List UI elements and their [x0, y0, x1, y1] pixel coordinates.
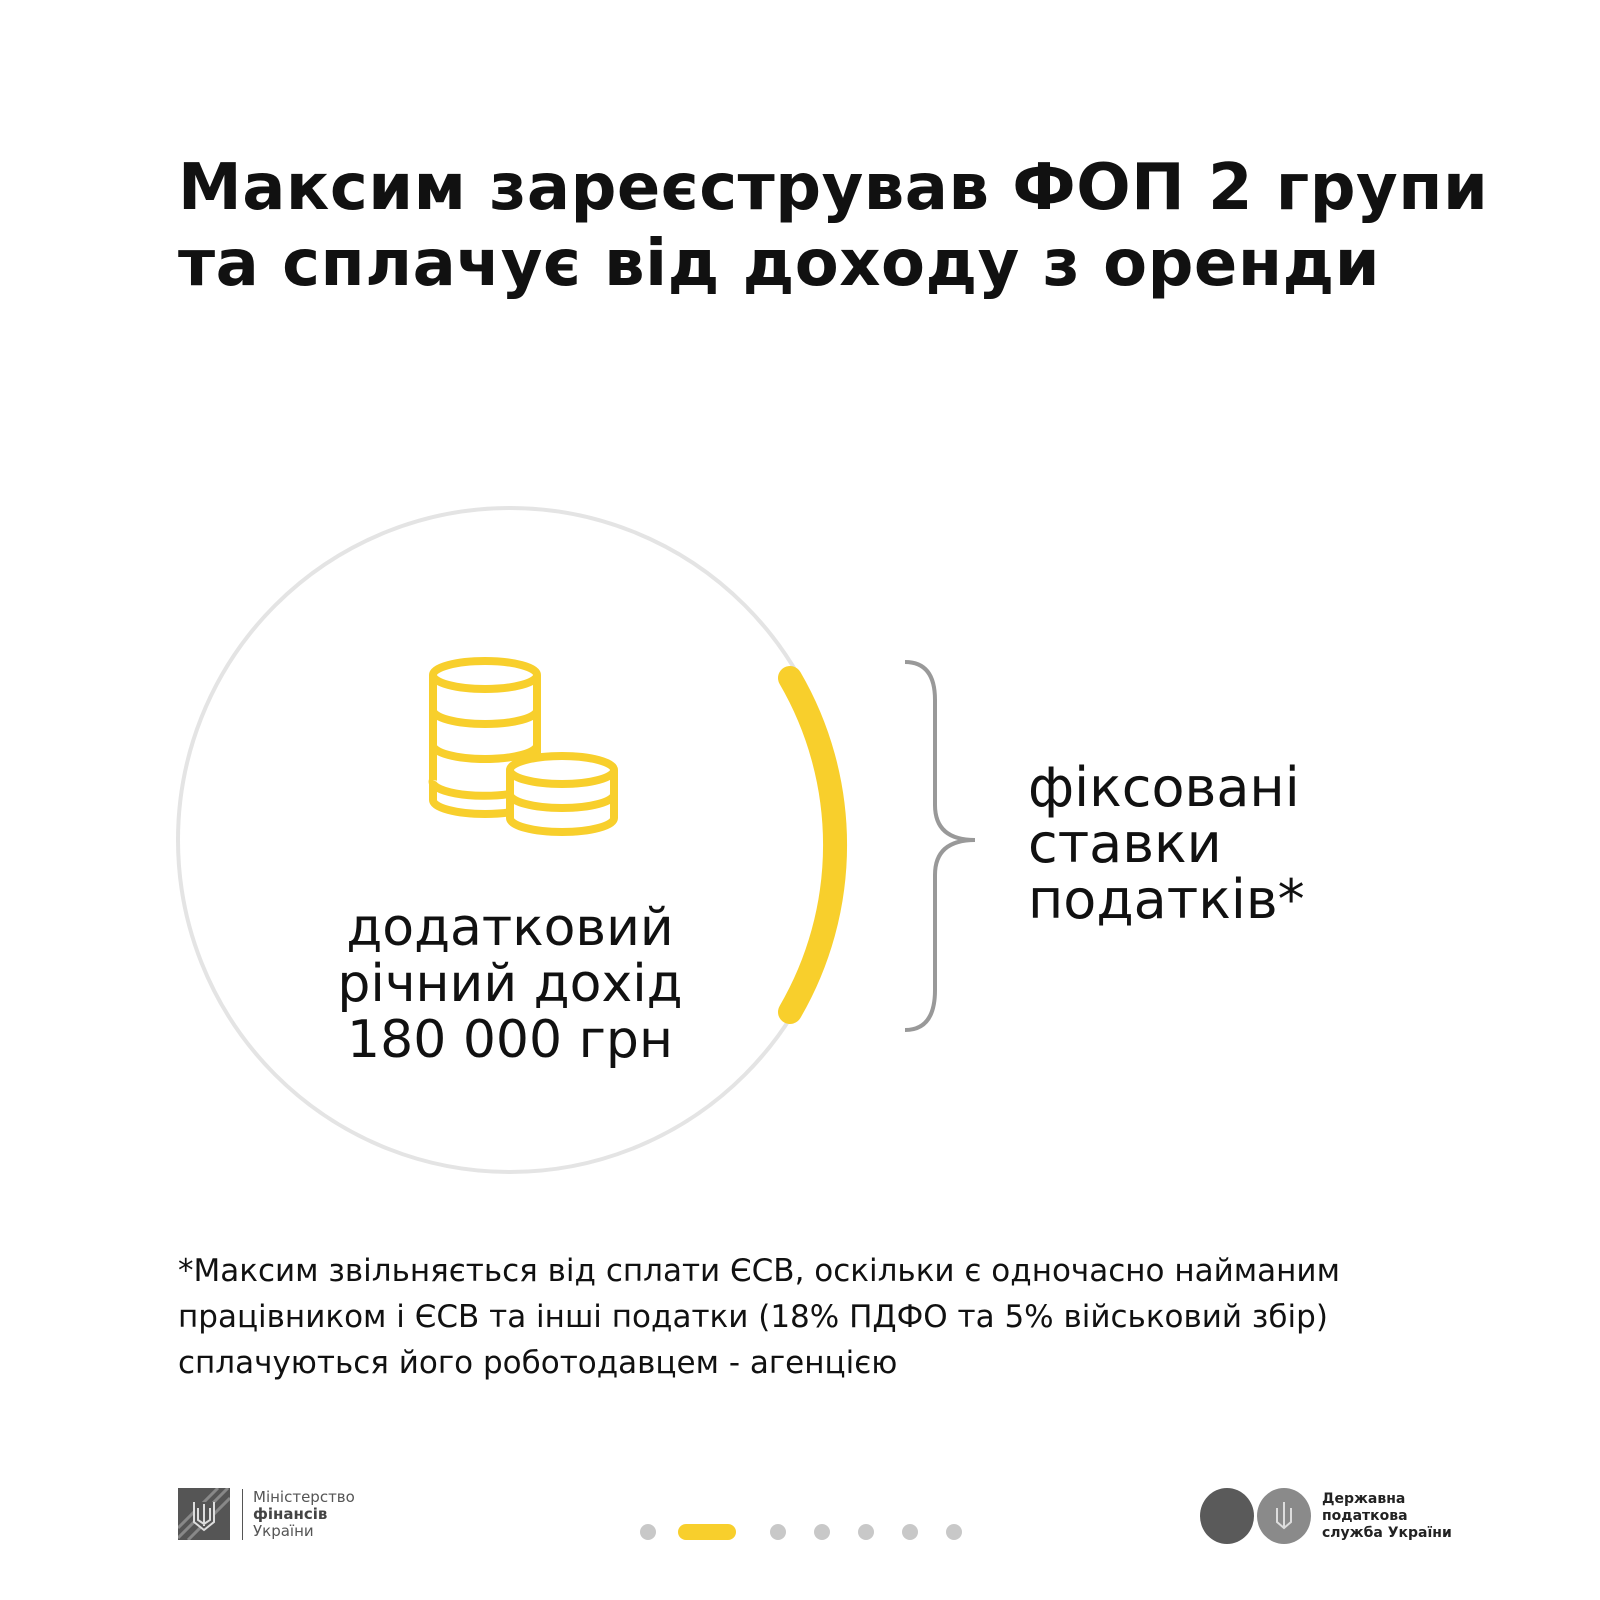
- pagination: [640, 1524, 990, 1540]
- tax-line-3: податків*: [1028, 868, 1305, 931]
- title-line-2: та сплачує від доходу з оренди: [178, 227, 1381, 301]
- title-line-1: Максим зареєстрував ФОП 2 групи: [178, 151, 1489, 225]
- income-line-2: річний дохід: [337, 954, 683, 1014]
- tax-service-line-2: податкова: [1322, 1507, 1408, 1524]
- brace: [904, 660, 976, 1032]
- ministry-line-2: фінансів: [253, 1504, 328, 1523]
- ministry-logo: Міністерство фінансів України: [178, 1488, 355, 1540]
- page-dot-2-active[interactable]: [678, 1524, 736, 1540]
- tax-line-1: фіксовані: [1028, 756, 1300, 819]
- coins-icon: [428, 657, 618, 836]
- tax-arc: [778, 666, 848, 1024]
- page-dot-7[interactable]: [946, 1524, 962, 1540]
- tax-service-line-1: Державна: [1322, 1490, 1406, 1507]
- income-line-1: додатковий: [346, 898, 674, 958]
- tax-rates-text: фіксовані ставки податків*: [1028, 760, 1305, 928]
- tax-service-line-3: служба України: [1322, 1524, 1452, 1541]
- trident-icon: [178, 1488, 230, 1540]
- page-title: Максим зареєстрував ФОП 2 групи та сплач…: [178, 150, 1488, 302]
- tax-service-logo: Державна податкова служба України: [1200, 1488, 1452, 1544]
- income-circle: [176, 506, 844, 1174]
- tax-line-2: ставки: [1028, 812, 1222, 875]
- page-dot-6[interactable]: [902, 1524, 918, 1540]
- ministry-line-1: Міністерство: [253, 1487, 355, 1506]
- page-dot-1[interactable]: [640, 1524, 656, 1540]
- page-dot-3[interactable]: [770, 1524, 786, 1540]
- income-text: додатковий річний дохід 180 000 грн: [310, 900, 710, 1068]
- page-dot-4[interactable]: [814, 1524, 830, 1540]
- footnote: *Максим звільняється від сплати ЄСВ, оск…: [178, 1253, 1340, 1381]
- tax-service-emblem-icon: [1200, 1488, 1311, 1544]
- ministry-line-3: України: [253, 1521, 314, 1540]
- page-dot-5[interactable]: [858, 1524, 874, 1540]
- income-amount: 180 000 грн: [347, 1010, 673, 1070]
